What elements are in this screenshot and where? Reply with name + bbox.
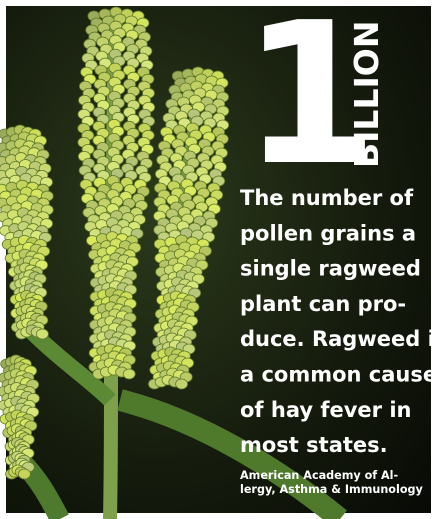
body-line: plant can pro- <box>240 292 406 316</box>
body-line: pollen grains a <box>240 221 416 245</box>
flower-head <box>17 468 31 480</box>
body-line: of hay fever in <box>240 398 411 422</box>
headline-unit: BILLION <box>347 21 386 168</box>
flower-head <box>175 378 189 390</box>
flower-head <box>122 368 136 380</box>
body-line: a common cause <box>240 363 437 387</box>
source-text: American Academy of Al-lergy, Asthma & I… <box>240 469 424 496</box>
body-line: most states. <box>240 433 388 457</box>
source-line: American Academy of Al- <box>240 469 399 482</box>
body-line: duce. Ragweed is <box>240 327 437 351</box>
ragweed-plant <box>0 6 347 519</box>
flower-head <box>36 328 49 340</box>
body-line: single ragweed <box>240 257 421 281</box>
leaf <box>24 324 116 406</box>
body-line: The number of <box>240 186 414 210</box>
leaf <box>117 389 347 519</box>
source-line: lergy, Asthma & Immunology <box>240 483 424 496</box>
body-text: The number of pollen grains a single ragwe… <box>240 186 437 457</box>
headline-number: 1 <box>242 0 378 209</box>
